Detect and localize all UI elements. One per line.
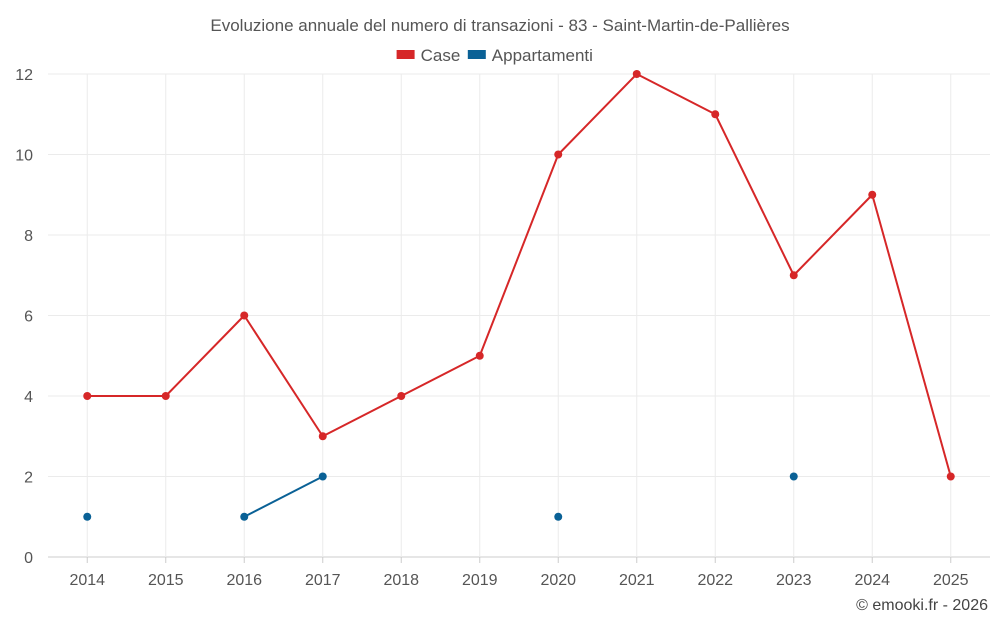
data-point[interactable] [868, 190, 877, 199]
data-point[interactable] [161, 392, 170, 400]
x-tick-label: 2014 [69, 572, 105, 589]
series-line-segment [635, 73, 717, 116]
x-tick-label: 2018 [383, 572, 419, 589]
series-line-segment [400, 354, 481, 397]
y-tick-label: 12 [15, 67, 33, 84]
y-axis: 0 2 4 6 8 10 12 [15, 67, 33, 567]
x-tick-label: 2019 [462, 572, 498, 589]
series-appartamenti [83, 472, 798, 521]
data-point[interactable] [554, 512, 563, 521]
series-line-segment [871, 193, 952, 478]
x-tick-label: 2015 [148, 572, 184, 589]
data-point[interactable] [83, 512, 92, 521]
data-point[interactable] [475, 351, 484, 360]
series-line-segment [714, 113, 795, 277]
data-point[interactable] [946, 472, 955, 481]
data-point[interactable] [711, 110, 720, 119]
legend: Case Appartamenti [396, 46, 593, 65]
chart-title: Evoluzione annuale del numero di transaz… [210, 16, 789, 35]
series-line-segment [321, 395, 403, 438]
legend-item-case[interactable]: Case [396, 46, 461, 65]
data-point[interactable] [632, 70, 641, 78]
data-point[interactable] [789, 472, 798, 481]
series-layer [83, 70, 955, 521]
x-tick-label: 2024 [854, 572, 890, 589]
legend-swatch [467, 50, 486, 59]
series-line-segment [478, 153, 560, 357]
series-line-segment [164, 314, 246, 397]
legend-label: Appartamenti [492, 46, 593, 65]
legend-label: Case [421, 46, 461, 65]
data-point[interactable] [789, 271, 798, 280]
legend-swatch [396, 50, 415, 59]
x-tick-label: 2022 [697, 572, 733, 589]
legend-item-appartamenti[interactable]: Appartamenti [467, 46, 593, 65]
y-tick-label: 2 [24, 470, 33, 487]
y-tick-label: 0 [24, 550, 33, 567]
y-tick-label: 8 [24, 228, 33, 245]
x-tick-label: 2023 [776, 572, 812, 589]
series-line-segment [792, 193, 874, 277]
x-tick-label: 2016 [226, 572, 262, 589]
x-tick-label: 2021 [619, 572, 655, 589]
data-point[interactable] [318, 472, 327, 481]
y-tick-label: 6 [24, 309, 33, 326]
x-tick-label: 2020 [540, 572, 576, 589]
credit-text: © emooki.fr - 2026 [856, 597, 988, 614]
grid-lines [48, 73, 990, 558]
data-point[interactable] [318, 432, 327, 441]
x-tick-label: 2017 [305, 572, 341, 589]
x-axis: 2014 2015 2016 2017 2018 2019 2020 2021 2022 2023… [69, 557, 969, 589]
series-case [83, 70, 955, 481]
data-point[interactable] [240, 512, 249, 521]
series-line-segment [557, 73, 638, 156]
data-point[interactable] [83, 392, 92, 400]
series-line-segment [243, 314, 324, 438]
y-tick-label: 10 [15, 148, 33, 165]
x-tick-label: 2025 [933, 572, 969, 589]
data-point[interactable] [554, 150, 563, 159]
series-line-segment [243, 475, 324, 518]
data-point[interactable] [397, 392, 406, 400]
data-point[interactable] [240, 311, 249, 320]
y-tick-label: 4 [24, 389, 33, 406]
